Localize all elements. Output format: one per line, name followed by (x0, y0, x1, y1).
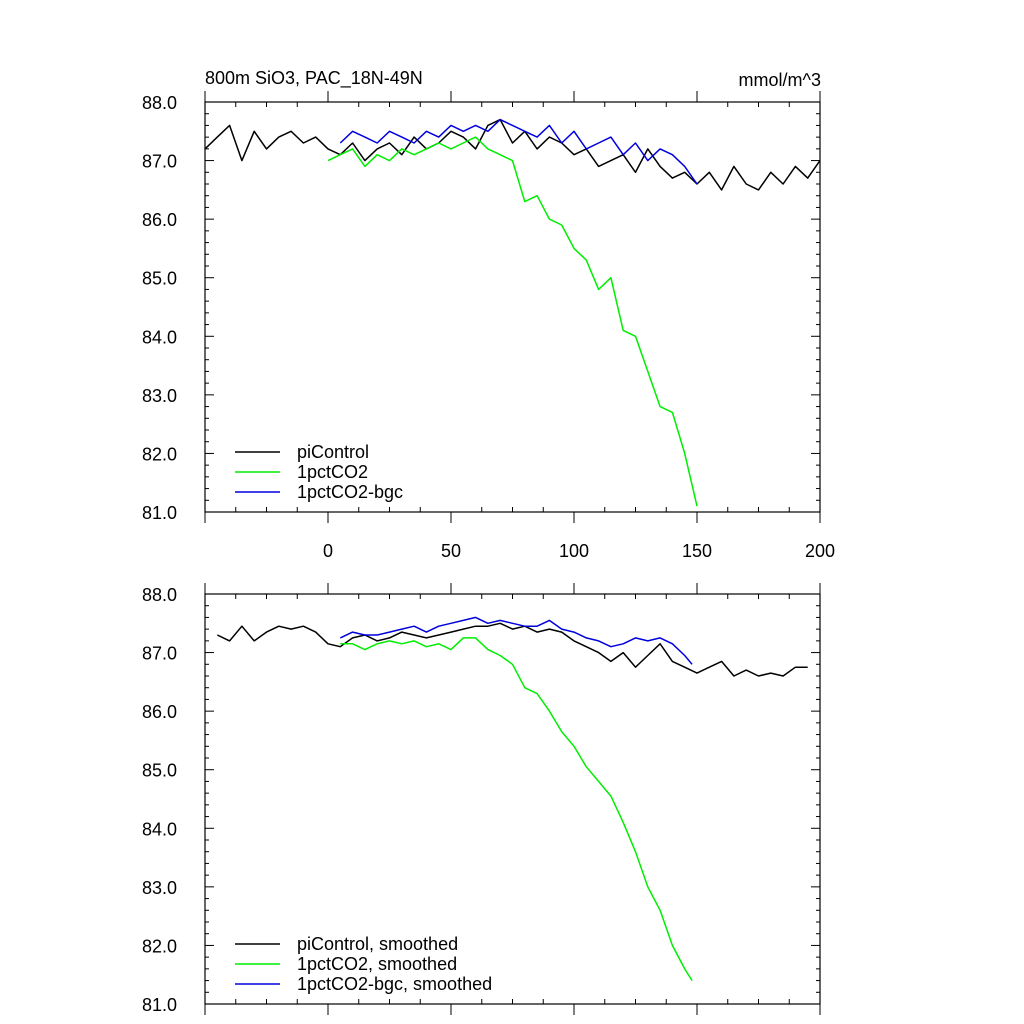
x-tick-label: 50 (441, 541, 461, 561)
y-tick-label: 82.0 (142, 936, 177, 956)
legend-label: 1pctCO2 (297, 462, 368, 482)
y-tick-label: 82.0 (142, 444, 177, 464)
y-tick-label: 83.0 (142, 878, 177, 898)
x-tick-label: 0 (323, 541, 333, 561)
top-panel: 800m SiO3, PAC_18N-49N mmol/m^3 81.0 82.0… (142, 68, 835, 561)
y-tick-label: 88.0 (142, 93, 177, 113)
tick-group: 81.0 82.0 83.0 84.0 85.0 86.0 87.0 88.0 (142, 583, 821, 1015)
series-line-1pctco2-bgc (339, 118, 698, 185)
legend-label: piControl, smoothed (297, 934, 458, 954)
tick-group: 81.0 82.0 83.0 84.0 85.0 86.0 87.0 88.0 0 50 100 15… (142, 91, 835, 561)
legend-label: 1pctCO2-bgc, smoothed (297, 974, 492, 994)
y-tick-label: 81.0 (142, 995, 177, 1015)
bottom-panel: 81.0 82.0 83.0 84.0 85.0 86.0 87.0 88.0 piContr… (142, 583, 821, 1015)
series-line-picontrol-smoothed (216, 622, 808, 677)
y-tick-label: 87.0 (142, 644, 177, 664)
legend-label: 1pctCO2-bgc (297, 482, 403, 502)
x-tick-label: 200 (805, 541, 835, 561)
y-tick-label: 87.0 (142, 152, 177, 172)
y-tick-label: 86.0 (142, 210, 177, 230)
y-tick-label: 85.0 (142, 269, 177, 289)
series-line-picontrol (204, 118, 821, 191)
y-tick-label: 84.0 (142, 327, 177, 347)
x-tick-label: 100 (559, 541, 589, 561)
series-line-1pctco2-smoothed (340, 637, 693, 982)
series-line-1pctco2-bgc-smoothed (339, 616, 693, 665)
x-tick-label: 150 (682, 541, 712, 561)
series-line-1pctco2 (327, 136, 698, 507)
y-tick-label: 86.0 (142, 702, 177, 722)
chart-title: 800m SiO3, PAC_18N-49N (205, 68, 423, 89)
y-tick-label: 85.0 (142, 761, 177, 781)
legend-label: 1pctCO2, smoothed (297, 954, 457, 974)
series-group (204, 118, 821, 507)
legend-label: piControl (297, 442, 369, 462)
series-group (216, 616, 808, 982)
y-tick-label: 88.0 (142, 585, 177, 605)
units-label: mmol/m^3 (739, 70, 821, 90)
y-tick-label: 83.0 (142, 386, 177, 406)
y-tick-label: 81.0 (142, 503, 177, 523)
y-tick-label: 84.0 (142, 819, 177, 839)
